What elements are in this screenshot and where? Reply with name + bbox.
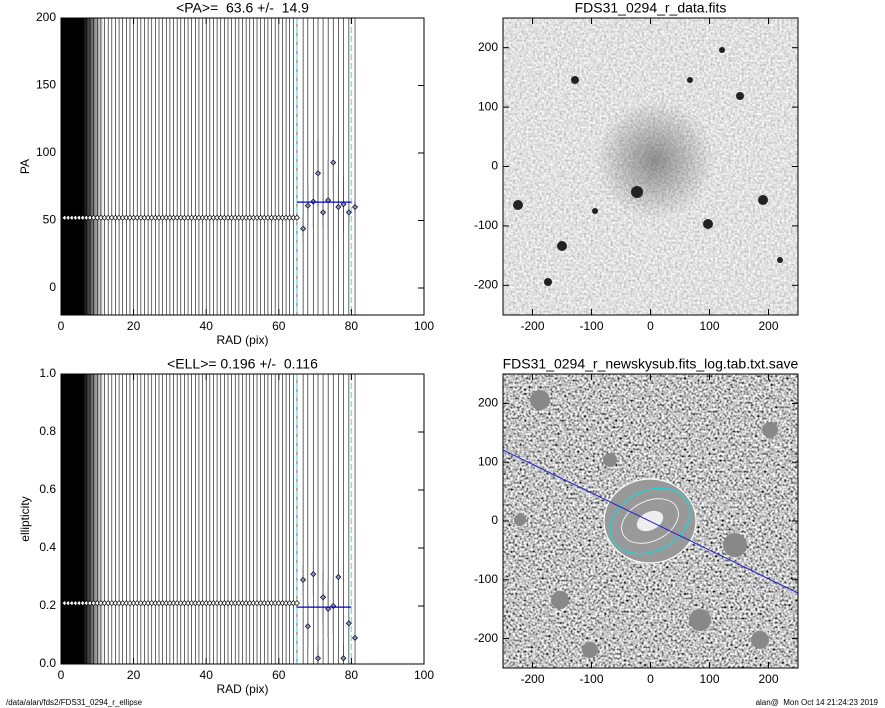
x-tick-label: 20 <box>127 319 141 333</box>
data-point <box>335 574 342 580</box>
y-tick-label: -200 <box>474 631 498 645</box>
footer-left: /data/alan/fds2/FDS31_0294_r_ellipse <box>6 698 143 707</box>
data-point <box>352 204 359 210</box>
y-tick-label: 0 <box>49 280 56 294</box>
data-point <box>304 623 311 630</box>
data-point <box>340 655 347 662</box>
y-tick-label: 200 <box>36 10 56 24</box>
x-tick-label: -200 <box>520 319 544 333</box>
fit-ellipse <box>609 487 691 555</box>
chart-title: FDS31_0294_r_data.fits <box>575 0 727 16</box>
galaxy-halo <box>595 100 715 220</box>
y-tick-label: 0 <box>491 159 498 173</box>
y-tick-label: 0.6 <box>39 482 56 496</box>
y-tick-label: -100 <box>474 218 498 232</box>
x-tick-label: 60 <box>272 668 286 682</box>
data-point <box>300 225 307 232</box>
image-panel <box>503 18 798 315</box>
x-tick-label: 20 <box>127 668 141 682</box>
data-point <box>352 634 359 641</box>
plot-area <box>61 18 359 315</box>
y-axis-label: PA <box>18 159 32 174</box>
y-tick-label: 100 <box>478 99 498 113</box>
y-tick-label: 0 <box>491 513 498 527</box>
x-tick-label: 0 <box>647 319 654 333</box>
chart-title: <PA>= 63.6 +/- 14.9 <box>176 0 309 16</box>
y-tick-label: 0.4 <box>39 540 56 554</box>
y-tick-label: 0.2 <box>39 598 56 612</box>
data-point <box>304 202 311 209</box>
x-tick-label: 40 <box>200 319 214 333</box>
data-point <box>345 209 352 216</box>
inner-ellipse <box>621 498 679 544</box>
data-point <box>310 571 317 578</box>
x-tick-label: -100 <box>579 319 603 333</box>
pa-line <box>503 449 798 594</box>
x-axis-label: RAD (pix) <box>216 682 268 696</box>
y-tick-label: 150 <box>36 78 56 92</box>
x-tick-label: 80 <box>345 319 359 333</box>
x-tick-label: -100 <box>579 672 603 686</box>
data-point <box>293 214 300 221</box>
footer-right: alan@ Mon Oct 14 21:24:23 2019 <box>756 698 879 707</box>
x-tick-label: 60 <box>272 319 286 333</box>
y-axis-label: ellipticity <box>18 496 32 541</box>
data-point <box>315 170 321 177</box>
y-tick-label: -100 <box>474 572 498 586</box>
x-tick-label: 200 <box>758 672 778 686</box>
x-tick-label: 100 <box>699 672 719 686</box>
sources <box>513 47 783 286</box>
x-axis-label: RAD (pix) <box>216 333 268 347</box>
data-point <box>320 209 327 216</box>
x-tick-label: 40 <box>200 668 214 682</box>
y-tick-label: 50 <box>43 213 57 227</box>
chart-title: FDS31_0294_r_newskysub.fits_log.tab.txt.… <box>503 356 799 372</box>
data-point <box>345 620 352 627</box>
x-tick-label: 100 <box>414 319 434 333</box>
x-tick-label: 100 <box>699 319 719 333</box>
masked-regions <box>514 390 778 658</box>
y-tick-label: -200 <box>474 277 498 291</box>
axes-frame <box>60 373 425 665</box>
image-panel <box>503 374 798 668</box>
data-point <box>315 655 321 662</box>
data-point <box>300 576 307 583</box>
y-tick-label: 0.0 <box>39 656 56 670</box>
data-point <box>330 159 337 166</box>
y-tick-label: 200 <box>478 396 498 410</box>
plot-area <box>61 374 359 664</box>
data-point <box>320 594 327 601</box>
x-tick-label: -200 <box>520 672 544 686</box>
x-tick-label: 0 <box>58 668 65 682</box>
y-tick-label: 0.8 <box>39 424 56 438</box>
y-tick-label: 100 <box>36 145 56 159</box>
axes-frame <box>60 17 425 316</box>
x-tick-label: 200 <box>758 319 778 333</box>
data-point <box>293 600 300 607</box>
data-point <box>335 204 342 210</box>
x-tick-label: 0 <box>647 672 654 686</box>
y-tick-label: 100 <box>478 454 498 468</box>
chart-title: <ELL>= 0.196 +/- 0.116 <box>167 356 318 372</box>
y-tick-label: 200 <box>478 40 498 54</box>
x-tick-label: 80 <box>345 668 359 682</box>
x-tick-label: 100 <box>414 668 434 682</box>
x-tick-label: 0 <box>58 319 65 333</box>
y-tick-label: 1.0 <box>39 366 56 380</box>
